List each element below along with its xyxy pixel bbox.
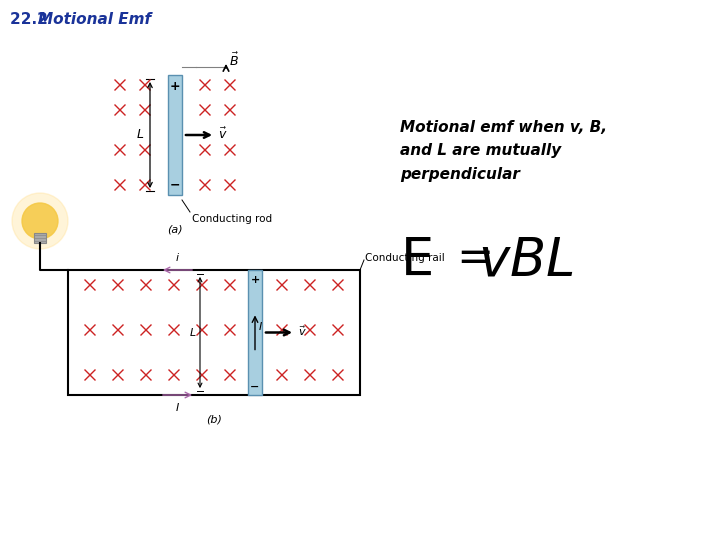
Text: L: L — [137, 129, 144, 141]
Text: $\vec{v}$: $\vec{v}$ — [298, 325, 307, 339]
Text: Conducting rail: Conducting rail — [365, 253, 445, 263]
Text: I: I — [259, 322, 262, 333]
Text: i: i — [176, 253, 179, 263]
Text: 22.2: 22.2 — [10, 12, 53, 27]
Text: $\mathsf{E}$: $\mathsf{E}$ — [400, 235, 432, 287]
Bar — [34, 233, 46, 243]
Text: −: − — [170, 179, 180, 192]
Text: −: − — [251, 382, 260, 392]
Text: Motional emf when v, B,
and L are mutually
perpendicular: Motional emf when v, B, and L are mutual… — [400, 120, 607, 182]
Circle shape — [12, 193, 68, 249]
Text: I: I — [176, 403, 179, 413]
Text: $=$: $=$ — [448, 235, 491, 278]
Bar — [68, 270, 360, 395]
Text: $\vec{v}$: $\vec{v}$ — [218, 126, 228, 141]
Circle shape — [22, 203, 58, 239]
Text: (a): (a) — [167, 225, 183, 235]
Text: Motional Emf: Motional Emf — [38, 12, 151, 27]
Text: $\vec{B}$: $\vec{B}$ — [229, 51, 239, 69]
Text: L: L — [190, 327, 196, 338]
Bar — [168, 75, 182, 195]
Text: $\mathit{vBL}$: $\mathit{vBL}$ — [478, 235, 574, 286]
Text: Conducting rod: Conducting rod — [192, 214, 272, 224]
Text: (b): (b) — [206, 415, 222, 425]
Text: +: + — [251, 275, 260, 285]
Text: +: + — [170, 80, 180, 93]
Bar — [248, 270, 262, 395]
